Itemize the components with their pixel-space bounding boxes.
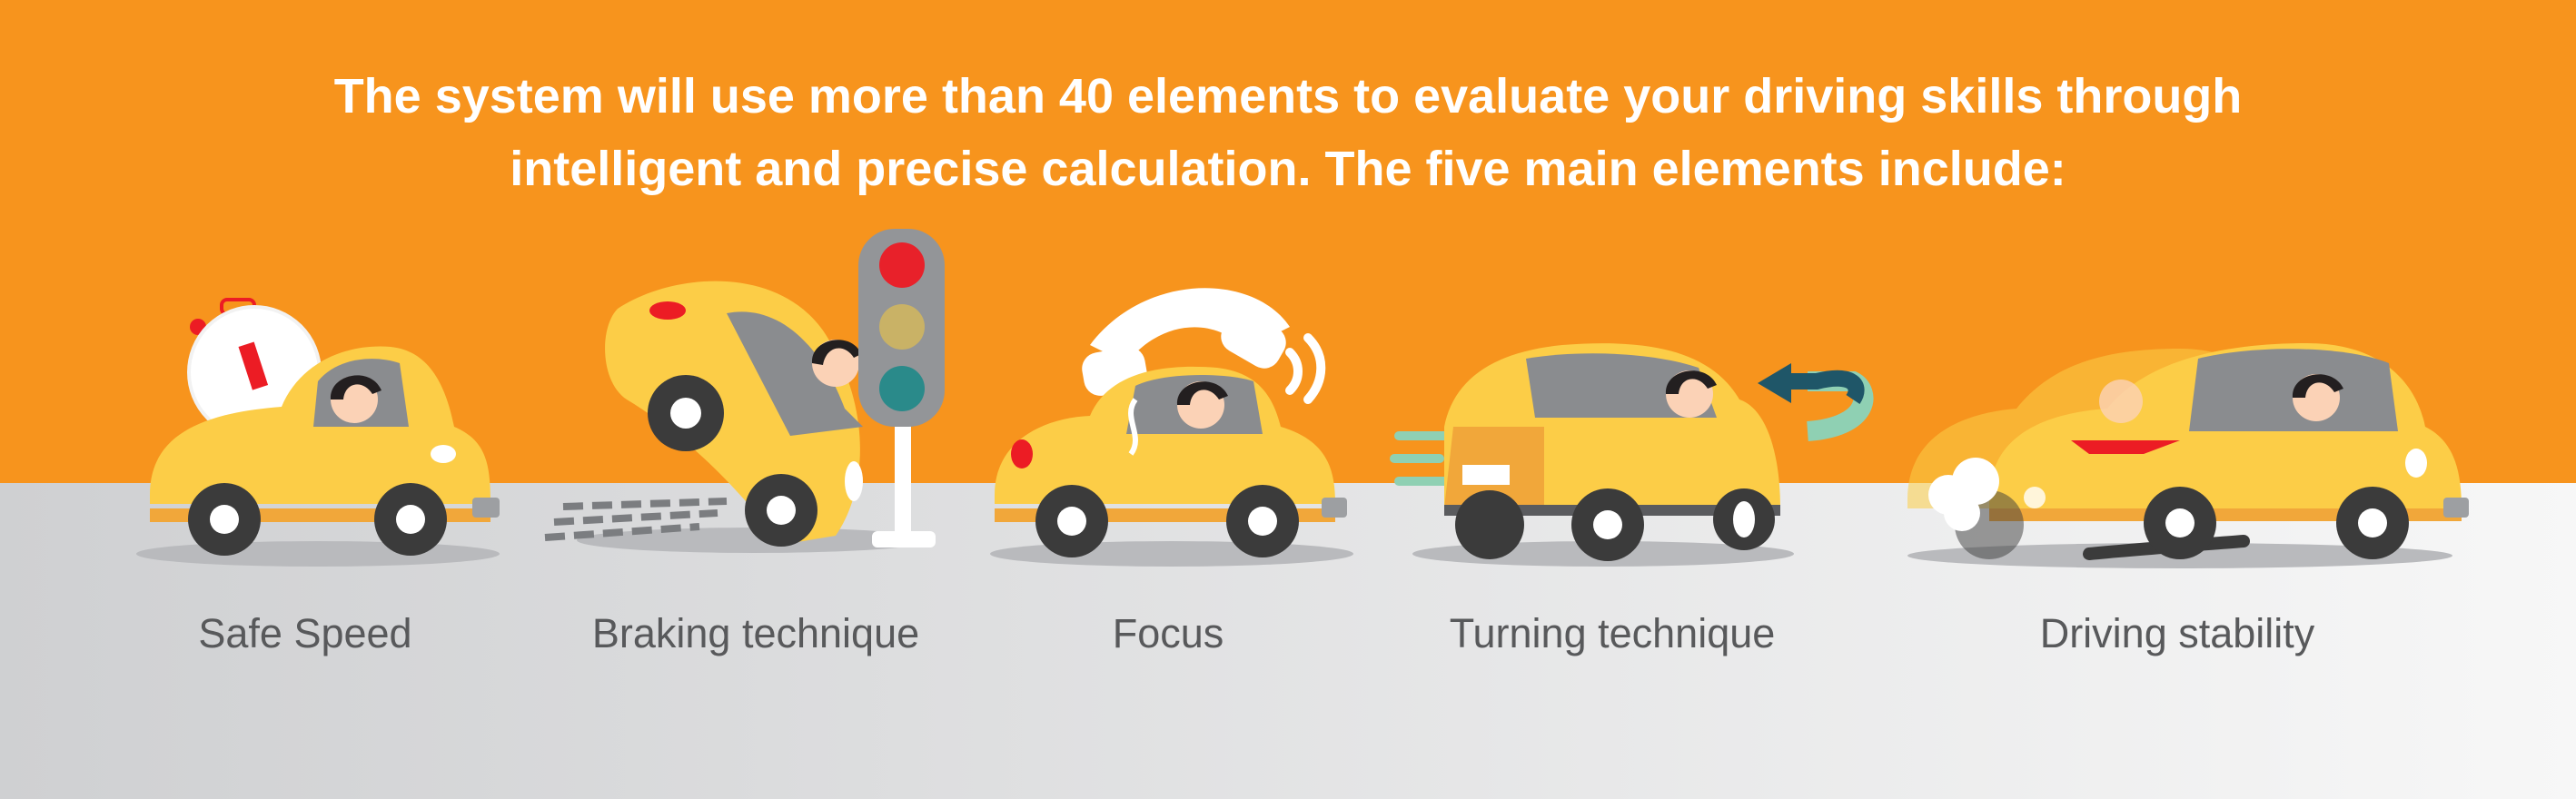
label-braking-technique: Braking technique [591, 610, 920, 656]
headline-line-2: intelligent and precise calculation. The… [510, 142, 2066, 196]
stopwatch-car-icon [136, 298, 500, 567]
label-focus: Focus [1112, 610, 1224, 656]
stable-car-icon [1907, 343, 2469, 568]
label-driving-stability: Driving stability [2039, 610, 2315, 656]
phone-car-icon [990, 288, 1353, 567]
label-turning-technique: Turning technique [1449, 610, 1776, 656]
headline-line-1: The system will use more than 40 element… [333, 69, 2243, 123]
braking-car-icon [544, 229, 945, 553]
headline: The system will use more than 40 element… [182, 60, 2394, 205]
label-safe-speed: Safe Speed [198, 610, 412, 656]
turning-car-icon [1390, 343, 1874, 567]
